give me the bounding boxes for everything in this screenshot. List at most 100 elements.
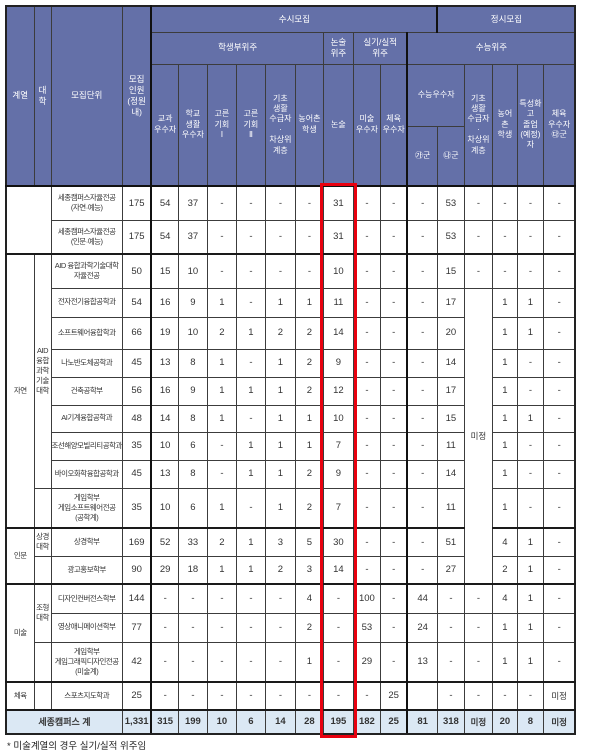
value-cell: 1	[294, 641, 324, 683]
value-cell: 31	[322, 185, 354, 221]
value-cell: 10	[150, 487, 179, 529]
group-cell: AID 융합 과학 기술 대학	[33, 253, 52, 489]
group-cell	[33, 555, 52, 585]
value-cell: 1	[491, 287, 518, 318]
header-cell: ㉮군	[406, 125, 438, 187]
value-cell: 52	[150, 527, 179, 557]
value-cell: 1	[206, 376, 237, 406]
header-cell: 농어촌 학생	[294, 63, 324, 187]
value-cell: 315	[150, 709, 179, 735]
undecided-cell: 미정	[542, 709, 576, 735]
value-cell: -	[206, 219, 237, 255]
value-cell: 2	[294, 376, 324, 406]
value-cell: 1	[235, 316, 266, 350]
value-cell: 15	[150, 253, 179, 289]
value-cell: 4	[491, 583, 518, 614]
value-cell: -	[436, 641, 465, 683]
value-cell: -	[406, 287, 438, 318]
header-row: 교과 우수자 학교 생활 우수자 고른 기회 Ⅰ 고른 기회 Ⅱ 기초 생활 수급자 ·…	[6, 63, 576, 187]
header-cell: 모집 인원 (정원내)	[121, 5, 153, 187]
header-cell: 농어촌 학생	[491, 63, 518, 187]
value-cell: -	[150, 641, 179, 683]
table-row: 인문 상경 대학 상경학부 169 52 33 2 1 3 5 30- - -51 4 1-	[5, 527, 576, 585]
value-cell: 175	[121, 185, 153, 221]
value-cell: 1	[264, 348, 296, 378]
value-cell: 1	[264, 376, 296, 406]
header-cell: 교과 우수자	[150, 63, 179, 187]
value-cell: -	[542, 185, 576, 221]
value-cell: -	[406, 348, 438, 378]
value-cell: 5	[294, 527, 324, 557]
value-cell: -	[542, 612, 576, 643]
header-cell: 모집단위	[50, 5, 123, 187]
value-cell: 77	[121, 612, 153, 643]
table-row: AI기계융합공학과 48 14 8 1-1 1 10- - -15 1 1-	[6, 404, 576, 433]
footnote: * 미술계열의 경우 실기/실적 위주임	[7, 741, 147, 752]
value-cell: -	[264, 219, 296, 255]
value-cell: 14	[436, 459, 465, 489]
value-cell: 1	[491, 641, 518, 683]
value-cell: -	[322, 681, 354, 711]
total-row: 세종캠퍼스 계 1,331 315 199 10 6 14 28 195 182 25 81 318 미정…	[5, 709, 576, 735]
value-cell: 2	[264, 316, 296, 350]
value-cell: 1	[516, 612, 544, 643]
value-cell: 14	[322, 316, 354, 350]
table-row: 나노반도체공학과 45 13 8 1-1 2 9- - -14 1- -	[6, 348, 576, 378]
value-cell: 12	[322, 376, 354, 406]
value-cell: 35	[121, 431, 153, 461]
value-cell: -	[235, 253, 266, 289]
value-cell: -	[235, 287, 266, 318]
value-cell: -	[542, 641, 576, 683]
unit-cell: 바이오화학융합공학과	[50, 459, 123, 489]
table-row: 소프트웨어융합학과 66 19 10 2 1 2 2 14- - -20 1 1-	[6, 316, 576, 350]
table-row: 건축공학부 56 16 9 1 1 1 2 12- - -17 1- -	[6, 376, 576, 406]
value-cell: 1	[491, 459, 518, 489]
value-cell: 2	[264, 555, 296, 585]
value-cell: 175	[121, 219, 153, 255]
value-cell: -	[235, 583, 266, 614]
value-cell: -	[352, 185, 381, 221]
value-cell: -	[235, 185, 266, 221]
value-cell: 2	[206, 316, 237, 350]
value-cell: 1	[491, 376, 518, 406]
value-cell: 1	[516, 404, 544, 433]
value-cell: 1	[491, 316, 518, 350]
value-cell: -	[177, 681, 208, 711]
unit-cell: AI기계융합공학과	[50, 404, 123, 433]
value-cell: -	[406, 404, 438, 433]
value-cell: 1	[235, 555, 266, 585]
value-cell: 1	[264, 287, 296, 318]
value-cell: -	[463, 185, 493, 221]
value-cell: -	[206, 253, 237, 289]
value-cell: 1	[206, 404, 237, 433]
value-cell: -	[235, 404, 266, 433]
value-cell: 3	[294, 555, 324, 585]
value-cell: -	[264, 612, 296, 643]
value-cell: -	[352, 431, 381, 461]
value-cell: -	[542, 487, 576, 529]
value-cell: -	[542, 348, 576, 378]
value-cell: -	[406, 487, 438, 529]
value-cell: 24	[406, 612, 438, 643]
value-cell: -	[542, 459, 576, 489]
value-cell: -	[379, 555, 409, 585]
value-cell: 2	[294, 316, 324, 350]
table-row: 조선해양모빌리티공학과 35 10 6-1 1 1 7- - -11 1- -	[6, 431, 576, 461]
value-cell: 45	[121, 459, 153, 489]
value-cell: -	[542, 555, 576, 585]
value-cell: 2	[294, 348, 324, 378]
value-cell: 6	[235, 709, 266, 735]
value-cell: -	[177, 641, 208, 683]
value-cell: -	[379, 583, 409, 614]
value-cell: -	[463, 253, 493, 289]
value-cell: -	[150, 681, 179, 711]
value-cell: -	[406, 555, 438, 585]
value-cell: -	[379, 376, 409, 406]
value-cell: 14	[322, 555, 354, 585]
value-cell: -	[379, 527, 409, 557]
header-cell: 기초 생활 수급자 · 차상위 계층	[264, 63, 296, 187]
value-cell: 42	[121, 641, 153, 683]
value-cell: 90	[121, 555, 153, 585]
value-cell: 53	[436, 185, 465, 221]
value-cell: 37	[177, 219, 208, 255]
